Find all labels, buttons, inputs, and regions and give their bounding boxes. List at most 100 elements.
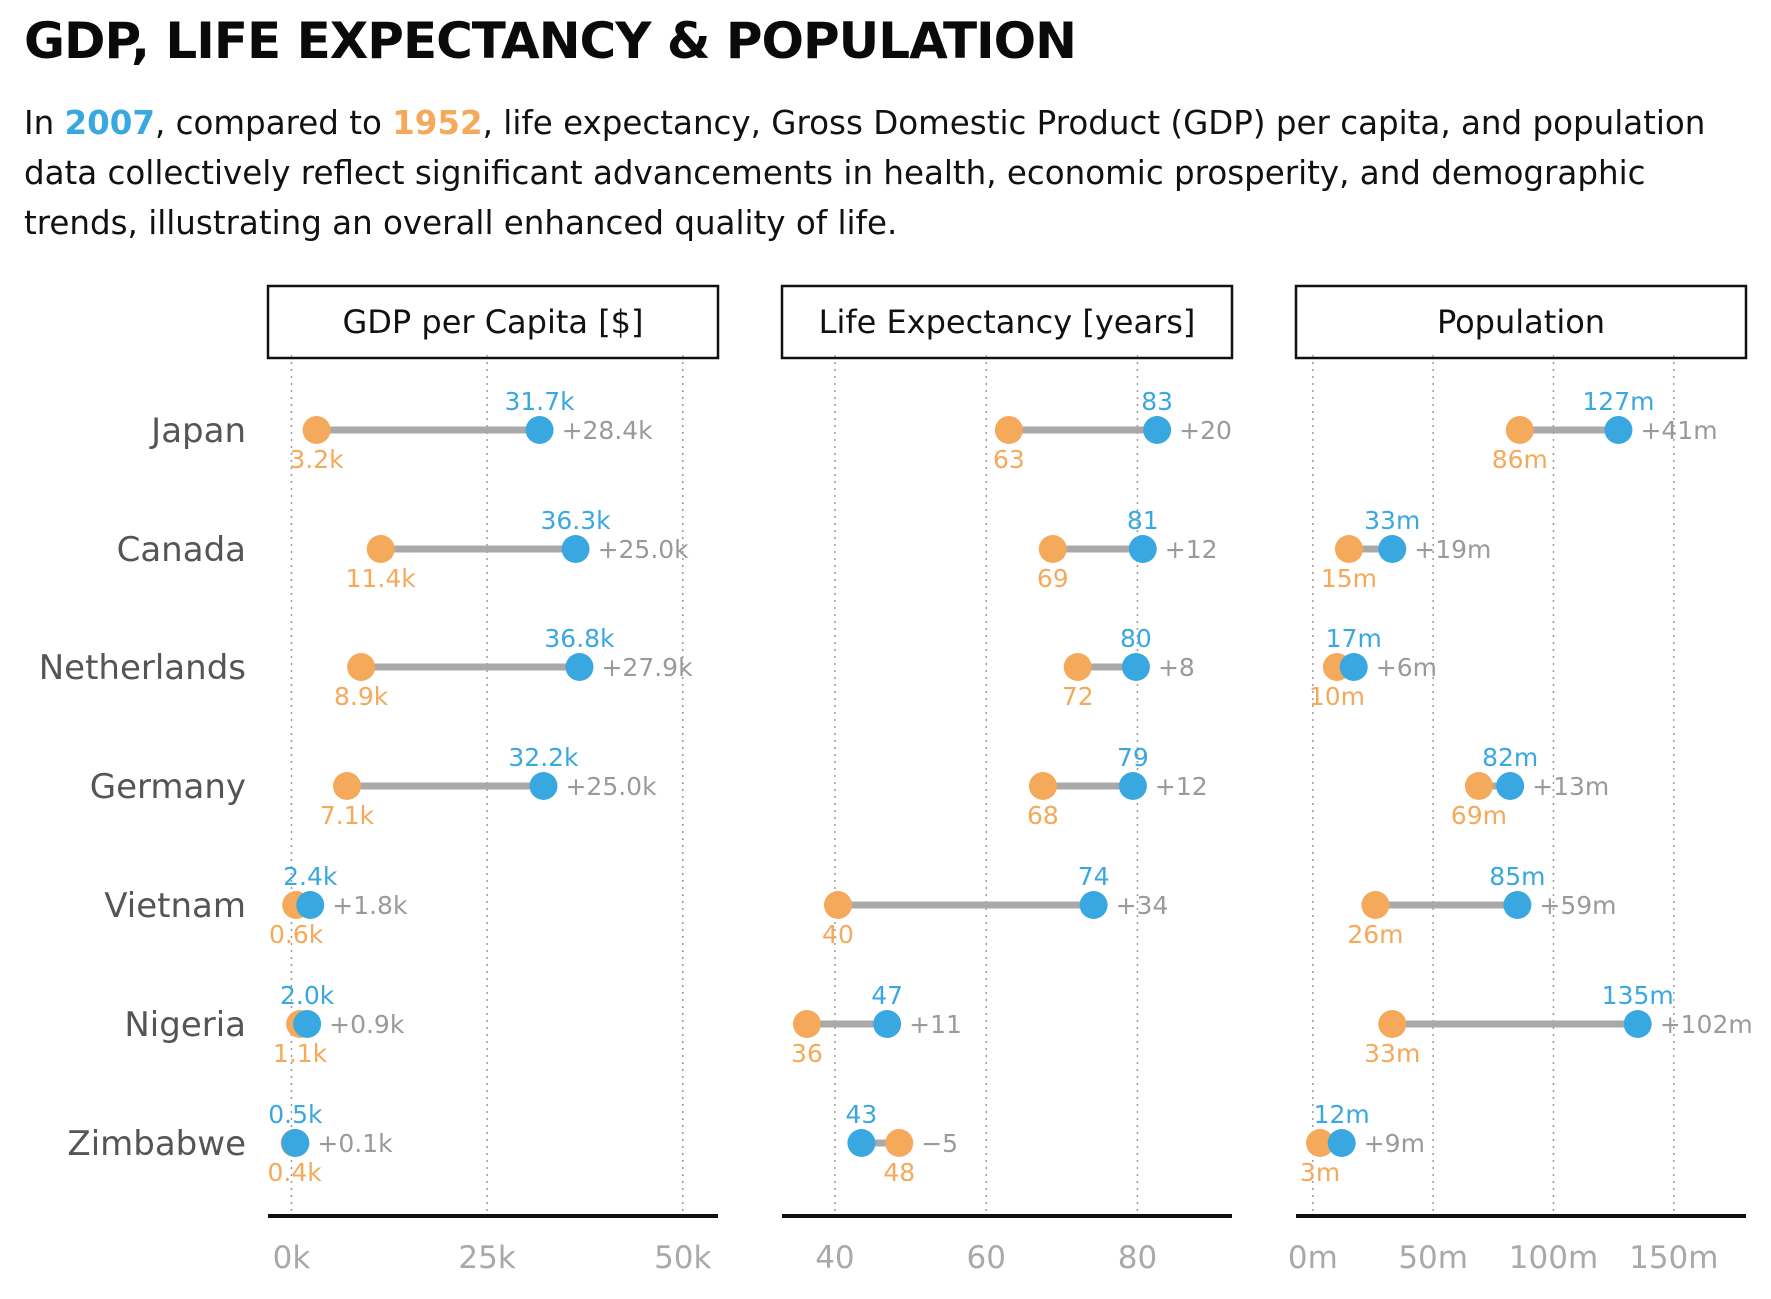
point-2007 xyxy=(847,1129,876,1157)
data-label-1952: 8.9k xyxy=(334,682,389,711)
subtitle-year-old: 1952 xyxy=(392,104,483,142)
data-label-2007: 80 xyxy=(1120,624,1152,653)
panel-title: GDP per Capita [$] xyxy=(342,303,643,341)
x-tick-label: 0k xyxy=(273,1240,311,1276)
difference-label: +102m xyxy=(1660,1010,1753,1039)
point-2007 xyxy=(1623,1010,1652,1038)
point-2007 xyxy=(1118,772,1147,800)
subtitle-prefix: In xyxy=(24,104,65,142)
data-label-1952: 63 xyxy=(993,445,1025,474)
data-label-1952: 3m xyxy=(1300,1158,1340,1187)
difference-label: +25.0k xyxy=(565,772,657,801)
point-1952 xyxy=(994,416,1023,444)
point-2007 xyxy=(281,1129,310,1157)
difference-label: +11 xyxy=(909,1010,962,1039)
difference-label: +12 xyxy=(1155,772,1208,801)
data-label-2007: 83 xyxy=(1141,387,1173,416)
data-label-1952: 68 xyxy=(1027,801,1059,830)
subtitle-year-new: 2007 xyxy=(64,104,155,142)
data-label-2007: 85m xyxy=(1489,862,1545,891)
country-label: Japan xyxy=(149,411,246,451)
difference-label: +59m xyxy=(1539,891,1616,920)
point-1952 xyxy=(792,1010,821,1038)
point-2007 xyxy=(1604,416,1633,444)
point-2007 xyxy=(1121,653,1150,681)
data-label-2007: 31.7k xyxy=(504,387,575,416)
data-label-1952: 69m xyxy=(1451,801,1507,830)
panel-header-box xyxy=(266,284,720,360)
country-label: Zimbabwe xyxy=(67,1124,246,1164)
x-tick-label: 60 xyxy=(966,1240,1005,1276)
data-label-2007: 82m xyxy=(1482,743,1538,772)
difference-label: +0.1k xyxy=(317,1129,393,1158)
x-tick-label: 150m xyxy=(1629,1240,1718,1276)
data-label-2007: 74 xyxy=(1078,862,1110,891)
data-label-1952: 72 xyxy=(1062,682,1094,711)
data-label-1952: 1.1k xyxy=(273,1039,328,1068)
chart-subtitle: In 2007, compared to 1952, life expectan… xyxy=(24,98,1744,248)
point-1952 xyxy=(1334,535,1363,563)
point-1952 xyxy=(1464,772,1493,800)
data-label-2007: 81 xyxy=(1127,506,1159,535)
difference-label: +25.0k xyxy=(598,535,690,564)
data-label-2007: 33m xyxy=(1364,506,1420,535)
data-label-1952: 26m xyxy=(1347,920,1403,949)
point-2007 xyxy=(296,891,325,919)
difference-label: +1.8k xyxy=(332,891,408,920)
point-2007 xyxy=(561,535,590,563)
data-label-1952: 0.4k xyxy=(267,1158,322,1187)
difference-label: −5 xyxy=(921,1129,958,1158)
point-2007 xyxy=(1503,891,1532,919)
panel-title: Population xyxy=(1437,303,1605,341)
data-label-2007: 43 xyxy=(846,1100,878,1129)
panel-header-box xyxy=(780,284,1234,360)
difference-label: +27.9k xyxy=(601,653,693,682)
data-label-1952: 11.4k xyxy=(346,564,417,593)
difference-label: +19m xyxy=(1414,535,1491,564)
country-label: Germany xyxy=(90,767,246,807)
point-2007 xyxy=(1143,416,1172,444)
point-1952 xyxy=(1378,1010,1407,1038)
data-label-1952: 69 xyxy=(1037,564,1069,593)
subtitle-middle: , compared to xyxy=(154,104,393,142)
panel-title: Life Expectancy [years] xyxy=(819,303,1196,341)
data-label-1952: 36 xyxy=(791,1039,823,1068)
subtitle-suffix: , life expectancy, Gross Domestic Produc… xyxy=(24,104,1706,242)
point-2007 xyxy=(1496,772,1525,800)
point-1952 xyxy=(333,772,362,800)
point-1952 xyxy=(1063,653,1092,681)
panel-header-box xyxy=(1294,284,1748,360)
data-label-2007: 2.4k xyxy=(283,862,338,891)
point-2007 xyxy=(1128,535,1157,563)
point-2007 xyxy=(873,1010,902,1038)
point-2007 xyxy=(529,772,558,800)
difference-label: +13m xyxy=(1532,772,1609,801)
point-2007 xyxy=(525,416,554,444)
data-label-2007: 47 xyxy=(871,981,903,1010)
x-tick-label: 0m xyxy=(1288,1240,1338,1276)
x-tick-label: 40 xyxy=(815,1240,854,1276)
data-label-1952: 15m xyxy=(1321,564,1377,593)
difference-label: +9m xyxy=(1364,1129,1425,1158)
point-1952 xyxy=(366,535,395,563)
data-label-1952: 86m xyxy=(1492,445,1548,474)
data-label-1952: 0.6k xyxy=(269,920,324,949)
point-2007 xyxy=(293,1010,322,1038)
difference-label: +8 xyxy=(1158,653,1195,682)
data-label-2007: 135m xyxy=(1602,981,1674,1010)
x-tick-label: 25k xyxy=(458,1240,515,1276)
point-2007 xyxy=(1378,535,1407,563)
point-1952 xyxy=(823,891,852,919)
data-label-1952: 33m xyxy=(1364,1039,1420,1068)
x-tick-label: 80 xyxy=(1118,1240,1157,1276)
data-label-2007: 79 xyxy=(1117,743,1149,772)
difference-label: +6m xyxy=(1376,653,1437,682)
country-label: Nigeria xyxy=(124,1005,246,1045)
data-label-2007: 12m xyxy=(1314,1100,1370,1129)
data-label-1952: 40 xyxy=(822,920,854,949)
point-2007 xyxy=(565,653,594,681)
point-2007 xyxy=(1339,653,1368,681)
difference-label: +20 xyxy=(1179,416,1232,445)
point-1952 xyxy=(1038,535,1067,563)
data-label-2007: 36.3k xyxy=(540,506,611,535)
